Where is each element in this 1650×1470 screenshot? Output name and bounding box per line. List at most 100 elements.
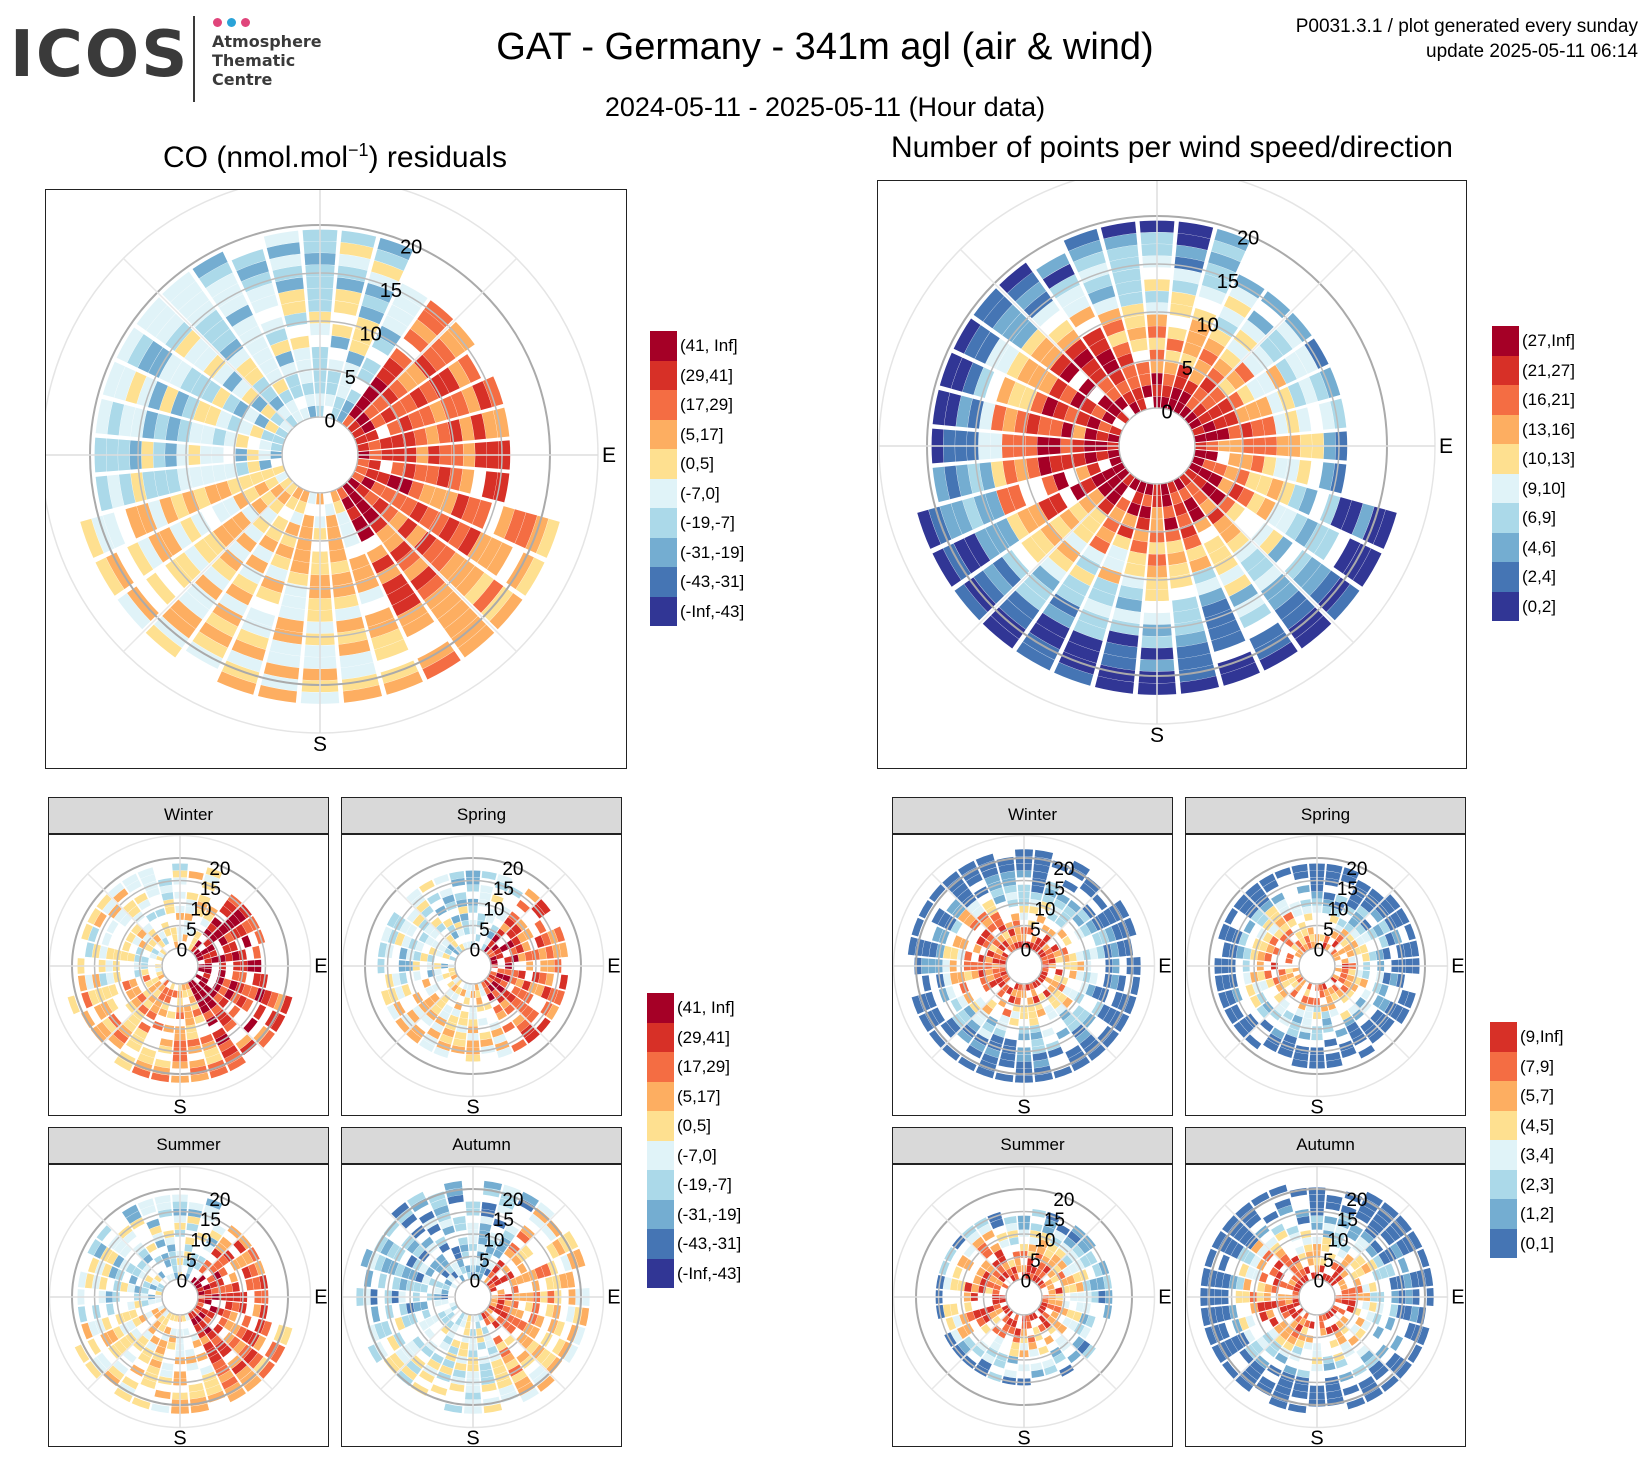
polar-tile	[1238, 1263, 1250, 1277]
polar-tile	[1274, 1198, 1292, 1210]
polar-tile	[1321, 1244, 1331, 1253]
polar-tile	[182, 934, 188, 942]
polar-tile	[485, 948, 494, 956]
polar-tile	[148, 984, 158, 994]
polar-tile	[1203, 337, 1225, 357]
polar-tile	[528, 1365, 545, 1381]
polar-tile	[1007, 995, 1016, 1004]
polar-tile	[946, 1017, 961, 1033]
polar-tile	[1122, 473, 1135, 487]
polar-tile	[450, 930, 460, 940]
polar-tile	[1079, 1034, 1096, 1050]
polar-tile	[1227, 1220, 1244, 1238]
polar-tile	[199, 1335, 210, 1345]
polar-tile	[1359, 978, 1369, 988]
polar-tile	[395, 1348, 410, 1364]
polar-tile	[1206, 367, 1225, 386]
polar-grid	[892, 1165, 1156, 1429]
compass-label: S	[1017, 1097, 1030, 1114]
legend-label: (21,27]	[1522, 360, 1575, 380]
polar-tile	[261, 429, 275, 442]
polar-tile	[1296, 885, 1310, 894]
polar-tile	[985, 969, 993, 976]
polar-tile	[478, 1017, 488, 1026]
polar-tile	[84, 1273, 95, 1289]
polar-tile	[1335, 1358, 1348, 1369]
polar-tile	[1000, 955, 1008, 962]
polar-tile	[93, 1004, 107, 1020]
polar-tile	[1115, 380, 1131, 396]
polar-tile	[245, 554, 269, 574]
polar-tile	[466, 1272, 472, 1280]
polar-tile	[132, 936, 142, 947]
polar-tile	[132, 985, 142, 996]
polar-tile	[1355, 936, 1365, 947]
polar-tile	[517, 1320, 528, 1331]
polar-tile	[448, 522, 471, 550]
polar-tile	[208, 933, 218, 944]
polar-tile	[284, 582, 308, 598]
polar-tile	[224, 1320, 235, 1331]
polar-tile	[1001, 1323, 1011, 1333]
polar-tile	[950, 947, 959, 960]
polar-tile	[260, 386, 278, 403]
polar-tile	[1291, 863, 1308, 874]
polar-tile	[1256, 497, 1276, 521]
polar-tile	[169, 522, 192, 550]
polar-tile	[992, 1269, 1002, 1279]
co-panel-title: CO (nmol.mol−1) residuals	[45, 140, 625, 175]
polar-tile	[259, 439, 272, 451]
polar-tile	[490, 980, 499, 989]
polar-tile	[459, 1010, 469, 1019]
polar-tile	[986, 974, 995, 983]
polar-tile	[489, 1301, 497, 1308]
polar-tile	[243, 1017, 258, 1033]
polar-tile	[371, 554, 395, 574]
polar-tile	[558, 942, 569, 958]
polar-tile	[183, 1328, 190, 1336]
polar-tile	[957, 1255, 969, 1268]
polar-tile	[1227, 391, 1244, 410]
polar-tile	[976, 936, 986, 947]
polar-tile	[524, 888, 540, 903]
polar-tile	[418, 932, 429, 943]
polar-tile	[1175, 630, 1208, 648]
polar-tile	[215, 410, 232, 430]
polar-tile	[1397, 1257, 1409, 1274]
polar-tile	[173, 1314, 179, 1322]
polar-tile	[1265, 944, 1275, 954]
count-autumn-plot: 05101520NSEW	[1167, 1146, 1465, 1450]
polar-tile	[196, 1301, 204, 1308]
polar-tile	[1250, 1255, 1262, 1268]
polar-tile	[1097, 498, 1115, 515]
polar-tile	[1192, 386, 1209, 403]
polar-tile	[536, 1348, 551, 1364]
polar-tile	[1247, 556, 1274, 582]
polar-tile	[1284, 458, 1300, 482]
polar-tile	[1299, 978, 1307, 987]
polar-tile	[278, 389, 294, 405]
polar-tile	[397, 518, 418, 539]
polar-tile	[971, 1283, 980, 1293]
polar-tile	[1001, 1282, 1010, 1290]
polar-tile	[1167, 480, 1178, 494]
polar-tile	[1006, 351, 1029, 379]
polar-tile	[978, 1223, 992, 1236]
polar-tile	[1327, 986, 1336, 995]
polar-tile	[148, 1299, 156, 1305]
polar-tile	[166, 988, 174, 997]
polar-tile	[459, 1266, 467, 1275]
polar-tile	[1097, 394, 1114, 411]
count-main-frame: 05101520NSEW	[858, 146, 1467, 769]
polar-tile	[90, 1025, 107, 1043]
polar-tile	[957, 909, 971, 923]
polar-tile	[141, 1287, 149, 1294]
polar-tile	[157, 1282, 166, 1290]
polar-tile	[205, 612, 238, 638]
polar-tile	[489, 970, 497, 977]
polar-tile	[1337, 976, 1346, 985]
polar-tile	[415, 941, 425, 952]
grid-spoke	[1329, 1309, 1410, 1390]
polar-tile	[495, 984, 505, 994]
polar-tile	[85, 1360, 102, 1379]
